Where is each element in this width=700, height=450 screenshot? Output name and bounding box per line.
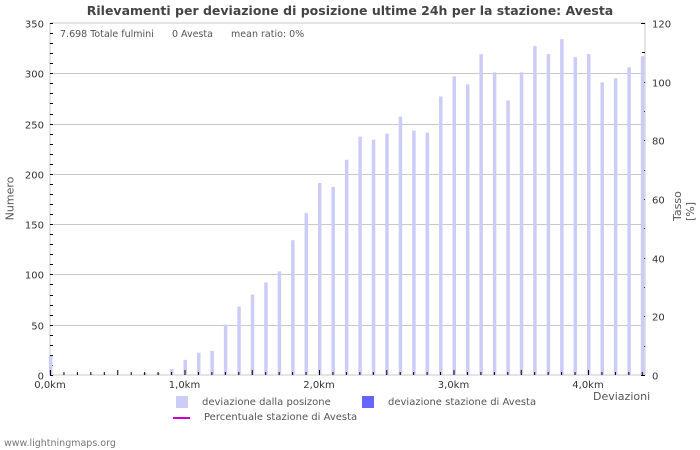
svg-text:20: 20	[652, 313, 665, 324]
svg-text:350: 350	[25, 20, 44, 31]
svg-text:80: 80	[652, 137, 665, 148]
stats-total: 7.698 Totale fulmini	[60, 29, 154, 40]
svg-text:250: 250	[25, 121, 44, 132]
svg-text:2,0km: 2,0km	[303, 380, 334, 391]
y-axis-title: Numero	[3, 176, 17, 221]
svg-text:1,0km: 1,0km	[169, 380, 200, 391]
svg-text:0: 0	[38, 372, 44, 383]
stats-station: 0 Avesta	[171, 29, 213, 40]
chart-title: Rilevamenti per deviazione di posizione …	[86, 3, 614, 18]
x-axis-title: Deviazioni	[593, 390, 651, 403]
legend-swatch-icon	[176, 396, 188, 408]
svg-text:0: 0	[652, 372, 658, 383]
legend-item-position: deviazione dalla posizone	[176, 396, 331, 408]
footer-credit: www.lightningmaps.org	[4, 438, 116, 449]
svg-text:50: 50	[31, 322, 44, 333]
svg-text:120: 120	[652, 20, 671, 31]
legend-item-percentage: Percentuale stazione di Avesta	[173, 412, 357, 423]
svg-text:60: 60	[652, 196, 665, 207]
svg-text:100: 100	[652, 79, 671, 90]
svg-text:3,0km: 3,0km	[438, 380, 469, 391]
svg-text:200: 200	[25, 171, 44, 182]
svg-text:0,0km: 0,0km	[34, 380, 65, 391]
stats-ratio: mean ratio: 0%	[231, 29, 305, 40]
svg-text:4,0km: 4,0km	[572, 380, 603, 391]
stats-line: 7.698 Totale fulmini 0 Avesta mean ratio…	[60, 29, 304, 40]
legend-label: deviazione dalla posizone	[202, 396, 331, 408]
svg-text:150: 150	[25, 221, 44, 232]
legend-swatch-icon	[362, 396, 374, 408]
svg-text:100: 100	[25, 271, 44, 282]
y2-axis-title: Tasso [%]	[671, 191, 697, 221]
legend-item-station: deviazione stazione di Avesta	[362, 396, 536, 408]
svg-text:40: 40	[652, 255, 665, 266]
svg-text:300: 300	[25, 70, 44, 81]
legend-label: Percentuale stazione di Avesta	[204, 412, 358, 423]
legend-line-icon	[173, 416, 190, 419]
legend-label: deviazione stazione di Avesta	[388, 396, 537, 408]
